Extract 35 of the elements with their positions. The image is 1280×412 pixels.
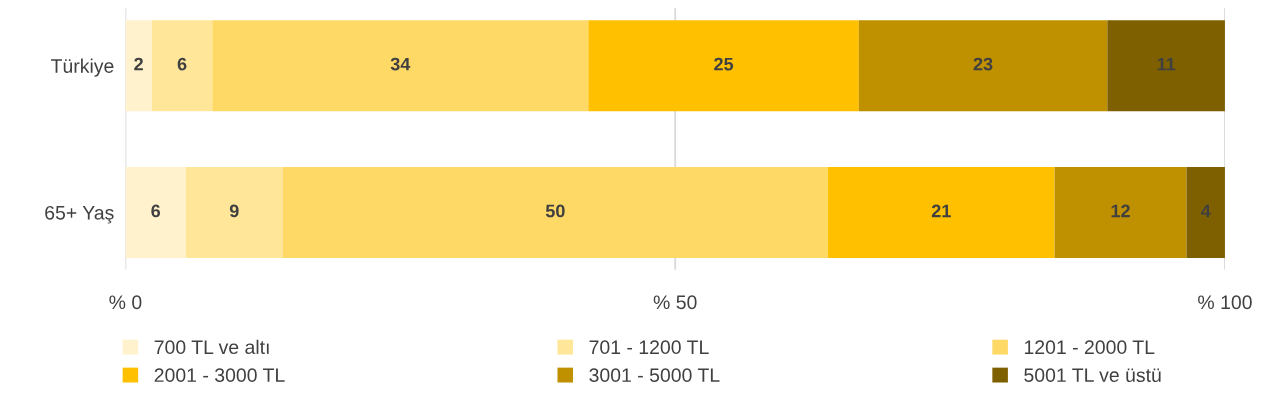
x-tick-label: % 0 <box>109 295 142 310</box>
y-tick-label: Türkiye <box>51 58 114 77</box>
legend-label: 2001 - 3000 TL <box>154 368 285 383</box>
data-label: 9 <box>229 204 239 218</box>
legend-label: 1201 - 2000 TL <box>1024 340 1155 355</box>
data-label: 50 <box>545 204 565 218</box>
bar <box>125 166 186 258</box>
legend-label: 5001 TL ve üstü <box>1024 368 1161 383</box>
data-label: 34 <box>390 57 411 71</box>
x-tick-label: % 100 <box>1198 295 1252 310</box>
bar <box>1186 166 1225 258</box>
bar <box>1054 166 1187 258</box>
data-label: 23 <box>973 57 993 71</box>
x-tick-label: % 50 <box>653 295 697 310</box>
bar <box>858 20 1108 112</box>
data-label: 11 <box>1157 57 1176 71</box>
bar <box>282 166 829 258</box>
data-label: 6 <box>177 57 187 71</box>
bar <box>212 20 589 112</box>
data-label: 12 <box>1111 204 1130 218</box>
legend-label: 3001 - 5000 TL <box>589 368 720 383</box>
bar <box>151 20 213 112</box>
bar <box>828 166 1055 258</box>
bar <box>1107 20 1225 112</box>
y-tick-label: 65+ Yaş <box>45 205 114 224</box>
data-label: 25 <box>714 57 734 71</box>
bar <box>185 166 283 258</box>
data-label: 21 <box>931 204 951 218</box>
data-label: 2 <box>134 57 143 71</box>
bar <box>125 20 152 112</box>
bar <box>588 20 859 112</box>
data-label: 6 <box>151 204 161 218</box>
data-label: 4 <box>1200 204 1211 218</box>
legend-label: 700 TL ve altı <box>154 339 269 355</box>
legend-label: 701 - 1200 TL <box>589 340 709 355</box>
